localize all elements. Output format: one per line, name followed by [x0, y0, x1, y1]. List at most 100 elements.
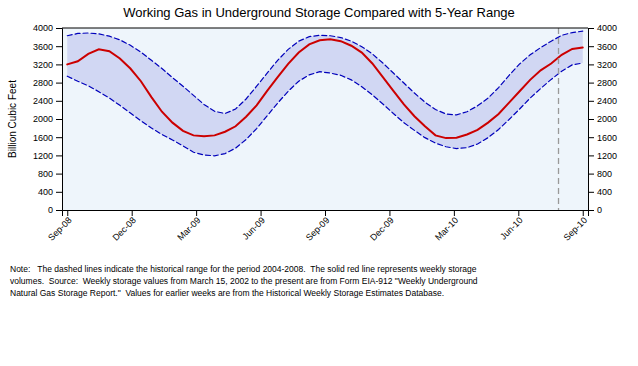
- tick: 1600: [33, 133, 62, 143]
- tick-mark: [588, 64, 594, 65]
- tick: 2000: [33, 114, 62, 124]
- tick-label: 1200: [597, 151, 617, 161]
- tick: Jun-10: [498, 210, 525, 242]
- tick-label: Sep-10: [562, 215, 590, 243]
- tick-label: 4000: [33, 23, 53, 33]
- axis-line: [589, 29, 595, 211]
- tick: 2400: [33, 96, 62, 106]
- tick: 1600: [588, 133, 617, 143]
- frame-line: [62, 28, 588, 29]
- series-line: [67, 39, 582, 138]
- tick: 3200: [33, 60, 62, 70]
- tick: 1200: [588, 151, 617, 161]
- tick-label: 0: [597, 205, 602, 215]
- tick: 3600: [33, 42, 62, 52]
- tick-mark: [261, 210, 262, 216]
- tick-mark: [56, 64, 62, 65]
- tick-mark: [56, 192, 62, 193]
- tick-mark: [588, 210, 594, 211]
- tick-label: 1600: [597, 133, 617, 143]
- tick-label: Sep-08: [46, 215, 74, 243]
- tick: Mar-09: [175, 210, 202, 242]
- y2-axis: 0 400 800 1200 1600 2000 2400 2800 3200 3600 4000: [588, 23, 617, 215]
- tick: 400: [588, 187, 612, 197]
- tick-mark: [56, 137, 62, 138]
- tick-mark: [196, 210, 197, 216]
- tick-mark: [588, 101, 594, 102]
- title: Working Gas in Underground Storage Compa…: [123, 5, 515, 20]
- tick-label: Jun-09: [240, 215, 267, 242]
- tick-mark: [389, 210, 390, 216]
- tick: 800: [38, 169, 62, 179]
- tick-label: Jun-10: [498, 215, 525, 242]
- tick-mark: [56, 46, 62, 47]
- tick-label: 800: [597, 169, 612, 179]
- tick-label: Mar-09: [175, 215, 202, 242]
- tick-mark: [67, 210, 68, 216]
- tick-mark: [56, 28, 62, 29]
- tick: 400: [38, 187, 62, 197]
- plot-area: [67, 28, 582, 210]
- series-line: [67, 31, 582, 115]
- tick-mark: [588, 119, 594, 120]
- tick-label: 2400: [597, 96, 617, 106]
- series-line: [67, 63, 582, 156]
- tick-label: 3600: [597, 42, 617, 52]
- chart: Sep-08 Dec-08 Mar-09 Jun-09 Sep-09 Dec-09 Mar-…: [0, 0, 638, 366]
- note: Natural Gas Storage Report." Values for …: [10, 288, 444, 298]
- tick: Jun-09: [240, 210, 267, 242]
- tick-label: 400: [38, 187, 53, 197]
- tick-label: Dec-09: [368, 215, 396, 243]
- tick: Sep-10: [562, 210, 590, 243]
- tick-mark: [518, 210, 519, 216]
- tick-label: 400: [597, 187, 612, 197]
- tick-label: 3200: [33, 60, 53, 70]
- tick-label: 2000: [597, 114, 617, 124]
- tick-mark: [56, 119, 62, 120]
- tick: Mar-10: [433, 210, 460, 242]
- tick: Dec-09: [368, 210, 396, 243]
- tick-mark: [588, 174, 594, 175]
- x-axis: Sep-08 Dec-08 Mar-09 Jun-09 Sep-09 Dec-09 Mar-…: [46, 210, 589, 243]
- tick-label: 2400: [33, 96, 53, 106]
- tick: 0: [48, 205, 62, 215]
- tick-label: 3600: [33, 42, 53, 52]
- tick-mark: [588, 155, 594, 156]
- tick-label: 0: [48, 205, 53, 215]
- tick-label: Sep-09: [304, 215, 332, 243]
- tick-mark: [454, 210, 455, 216]
- tick: Sep-09: [304, 210, 332, 243]
- note: Note: The dashed lines indicate the hist…: [10, 264, 477, 274]
- tick: 2800: [588, 78, 617, 88]
- tick-label: 2800: [597, 78, 617, 88]
- tick-label: 3200: [597, 60, 617, 70]
- tick-label: Dec-08: [110, 215, 138, 243]
- axis-line: [63, 211, 589, 217]
- tick-mark: [56, 101, 62, 102]
- tick-mark: [56, 83, 62, 84]
- tick: 2400: [588, 96, 617, 106]
- tick-mark: [588, 83, 594, 84]
- tick: 800: [588, 169, 612, 179]
- tick-mark: [588, 46, 594, 47]
- tick-label: 4000: [597, 23, 617, 33]
- tick-mark: [56, 210, 62, 211]
- tick-mark: [56, 174, 62, 175]
- tick: 2800: [33, 78, 62, 88]
- tick: Dec-08: [110, 210, 138, 243]
- y-axis: 0 400 800 1200 1600 2000 2400 2800 3200 3600 4000: [33, 23, 63, 215]
- tick: 4000: [33, 23, 62, 33]
- tick-mark: [588, 28, 594, 29]
- tick-label: 2800: [33, 78, 53, 88]
- tick-label: 1200: [33, 151, 53, 161]
- tick: 2000: [588, 114, 617, 124]
- tick: 1200: [33, 151, 62, 161]
- note: volumes. Source: Weekly storage values f…: [10, 276, 478, 286]
- tick-mark: [325, 210, 326, 216]
- tick-label: 1600: [33, 133, 53, 143]
- vertical-marker: [558, 28, 559, 210]
- tick-label: 800: [38, 169, 53, 179]
- axis-line: [56, 29, 63, 211]
- tick-mark: [588, 137, 594, 138]
- y-axis-label: Billion Cubic Feet: [7, 80, 18, 158]
